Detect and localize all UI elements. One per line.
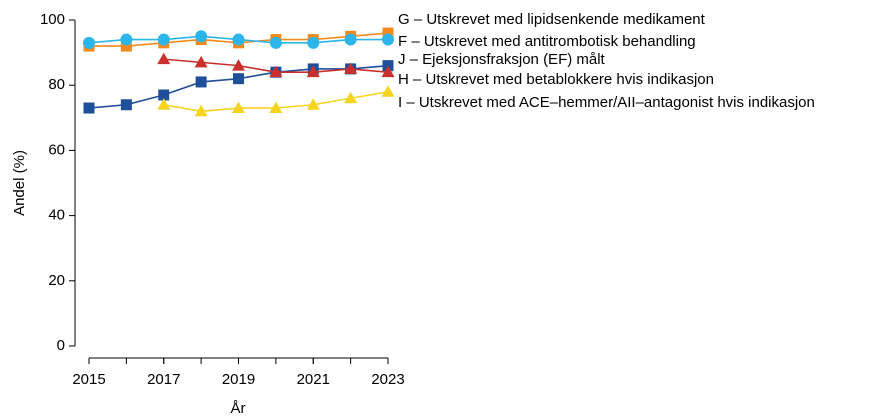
x-tick-label: 2019	[222, 371, 255, 388]
y-axis-label: Andel (%)	[11, 150, 28, 216]
marker	[195, 30, 208, 43]
marker	[382, 60, 394, 72]
marker	[232, 59, 245, 71]
marker	[269, 65, 283, 78]
marker	[306, 65, 320, 78]
marker	[120, 99, 132, 111]
marker	[307, 36, 320, 49]
y-tick-label: 100	[40, 11, 65, 28]
marker	[158, 89, 170, 101]
marker	[344, 62, 358, 74]
x-tick-label: 2017	[147, 371, 180, 388]
marker	[194, 55, 208, 68]
legend-label: H – Utskrevet med betablokkere hvis indi…	[398, 71, 714, 88]
x-tick-label: 2021	[297, 371, 330, 388]
x-axis-label: År	[231, 400, 246, 417]
legend-label: J – Ejeksjonsfraksjon (EF) målt	[398, 51, 606, 68]
marker	[157, 33, 170, 46]
marker	[381, 85, 395, 97]
marker	[83, 36, 95, 49]
marker	[195, 76, 207, 88]
marker	[269, 101, 283, 114]
x-tick-label: 2023	[371, 371, 404, 388]
y-tick-label: 20	[48, 272, 65, 289]
y-tick-label: 80	[48, 76, 65, 93]
x-tick-label: 2015	[72, 371, 105, 388]
marker	[306, 98, 320, 110]
marker	[344, 91, 358, 104]
legend-label: F – Utskrevet med antitrombotisk behandl…	[398, 33, 696, 50]
y-tick-label: 0	[57, 337, 65, 354]
y-tick-label: 60	[48, 141, 65, 158]
marker	[83, 102, 95, 114]
legend-label: I – Utskrevet med ACE–hemmer/AII–antagon…	[398, 94, 815, 111]
marker	[382, 27, 394, 39]
marker	[120, 40, 132, 52]
marker	[381, 65, 395, 78]
marker	[382, 33, 394, 46]
marker	[157, 98, 171, 110]
marker	[233, 73, 244, 85]
marker	[269, 36, 282, 49]
marker	[157, 52, 171, 65]
marker	[194, 104, 208, 117]
marker	[120, 33, 133, 46]
legend-label: G – Utskrevet med lipidsenkende medikame…	[398, 11, 706, 28]
y-tick-label: 40	[48, 207, 65, 224]
marker	[232, 33, 245, 46]
marker	[232, 101, 245, 114]
marker	[344, 33, 357, 46]
